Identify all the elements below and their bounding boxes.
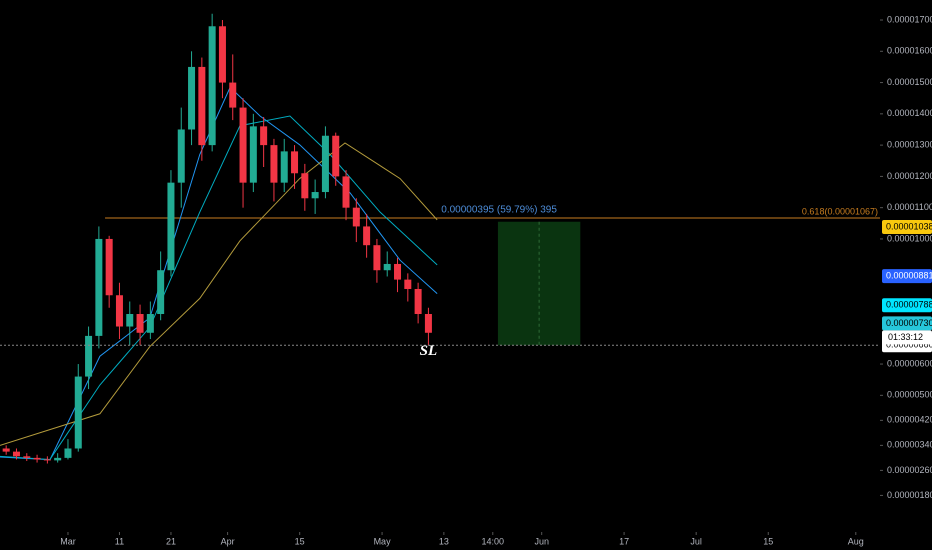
x-tick-label: Jul xyxy=(690,536,702,546)
x-tick-label: May xyxy=(374,536,392,546)
candle-body xyxy=(229,82,237,108)
candle-body xyxy=(85,335,93,377)
candle-body xyxy=(115,295,123,327)
candle-body xyxy=(291,151,299,174)
moving-average xyxy=(0,86,438,461)
candle-body xyxy=(424,314,432,333)
price-marker xyxy=(882,269,932,284)
price-marker-label: 0.00000788 xyxy=(886,300,932,310)
x-tick-label: Jun xyxy=(534,536,549,546)
y-tick-label: 0.00001500 xyxy=(887,77,932,87)
candle-body xyxy=(146,314,154,333)
price-marker xyxy=(882,316,932,331)
x-tick-label: 13 xyxy=(439,536,449,546)
candle-body xyxy=(43,459,51,461)
y-tick-label: 0.00000500 xyxy=(887,390,932,400)
price-marker-label: 0.00000660 xyxy=(886,340,932,350)
candle-body xyxy=(23,456,31,458)
candle-body xyxy=(280,151,288,183)
moving-average xyxy=(0,142,438,446)
candle-body xyxy=(414,288,422,315)
fib-label: 0.618(0.00001067) xyxy=(802,206,878,216)
annotation: SL xyxy=(420,343,438,359)
candle-body xyxy=(188,66,196,130)
candle-body xyxy=(2,448,10,452)
y-tick-label: 0.00001300 xyxy=(887,139,932,149)
y-tick-label: 0.00001600 xyxy=(887,46,932,56)
price-marker-label: 0.00000881 xyxy=(886,271,932,281)
y-tick-label: 0.00001100 xyxy=(887,202,932,212)
candle-body xyxy=(373,245,381,271)
y-tick-label: 0.00000180 xyxy=(887,490,932,500)
y-tick-label: 0.00000260 xyxy=(887,465,932,475)
candle-body xyxy=(311,192,319,199)
price-marker xyxy=(882,220,932,235)
x-tick-label: Apr xyxy=(221,536,235,546)
x-tick-label: 15 xyxy=(763,536,773,546)
y-tick-label: 0.00001000 xyxy=(887,233,932,243)
x-tick-label: 14:00 xyxy=(482,536,505,546)
y-tick-label: 0.00000420 xyxy=(887,415,932,425)
candle-body xyxy=(54,457,62,461)
candle-body xyxy=(12,451,20,457)
candle-body xyxy=(404,279,412,289)
candle-body xyxy=(321,135,329,193)
x-tick-label: Aug xyxy=(848,536,864,546)
y-tick-label: 0.00001200 xyxy=(887,171,932,181)
position-label: 0.00000395 (59.79%) 395 xyxy=(441,204,557,215)
x-tick-label: 11 xyxy=(115,536,124,546)
y-tick-label: 0.00000340 xyxy=(887,440,932,450)
candle-body xyxy=(239,107,247,183)
candle-body xyxy=(260,126,268,146)
x-tick-label: 21 xyxy=(166,536,176,546)
candle-body xyxy=(342,176,350,208)
candle-body xyxy=(383,263,391,271)
candle-body xyxy=(198,66,206,146)
candle-body xyxy=(126,314,134,327)
candle-body xyxy=(352,207,360,227)
y-tick-label: 0.00000600 xyxy=(887,358,932,368)
candle-body xyxy=(301,173,309,199)
candle-body xyxy=(167,182,175,271)
price-marker-label: 0.00000730 xyxy=(886,318,932,328)
x-tick-label: 15 xyxy=(295,536,305,546)
price-marker xyxy=(882,298,932,313)
candle-body xyxy=(157,270,165,315)
candle-body xyxy=(177,129,185,183)
moving-average xyxy=(0,115,438,460)
x-tick-label: 17 xyxy=(619,536,629,546)
candle-body xyxy=(95,238,103,336)
candle-body xyxy=(218,26,226,83)
candle-body xyxy=(270,145,278,183)
countdown-box xyxy=(882,330,932,345)
candle-body xyxy=(363,226,371,246)
candle-body xyxy=(208,26,216,146)
candle-body xyxy=(105,238,113,296)
x-tick-label: Mar xyxy=(60,536,76,546)
candle-body xyxy=(64,448,72,458)
candle-body xyxy=(249,126,257,183)
y-tick-label: 0.00001400 xyxy=(887,108,932,118)
candle-body xyxy=(136,314,144,333)
candle-body xyxy=(332,135,340,177)
countdown: 01:33:12 xyxy=(888,332,923,342)
y-tick-label: 0.00001700 xyxy=(887,14,932,24)
candle-body xyxy=(394,263,402,280)
price-marker-label: 0.00001038 xyxy=(886,221,932,231)
candle-body xyxy=(74,376,82,449)
candle-body xyxy=(33,457,41,460)
